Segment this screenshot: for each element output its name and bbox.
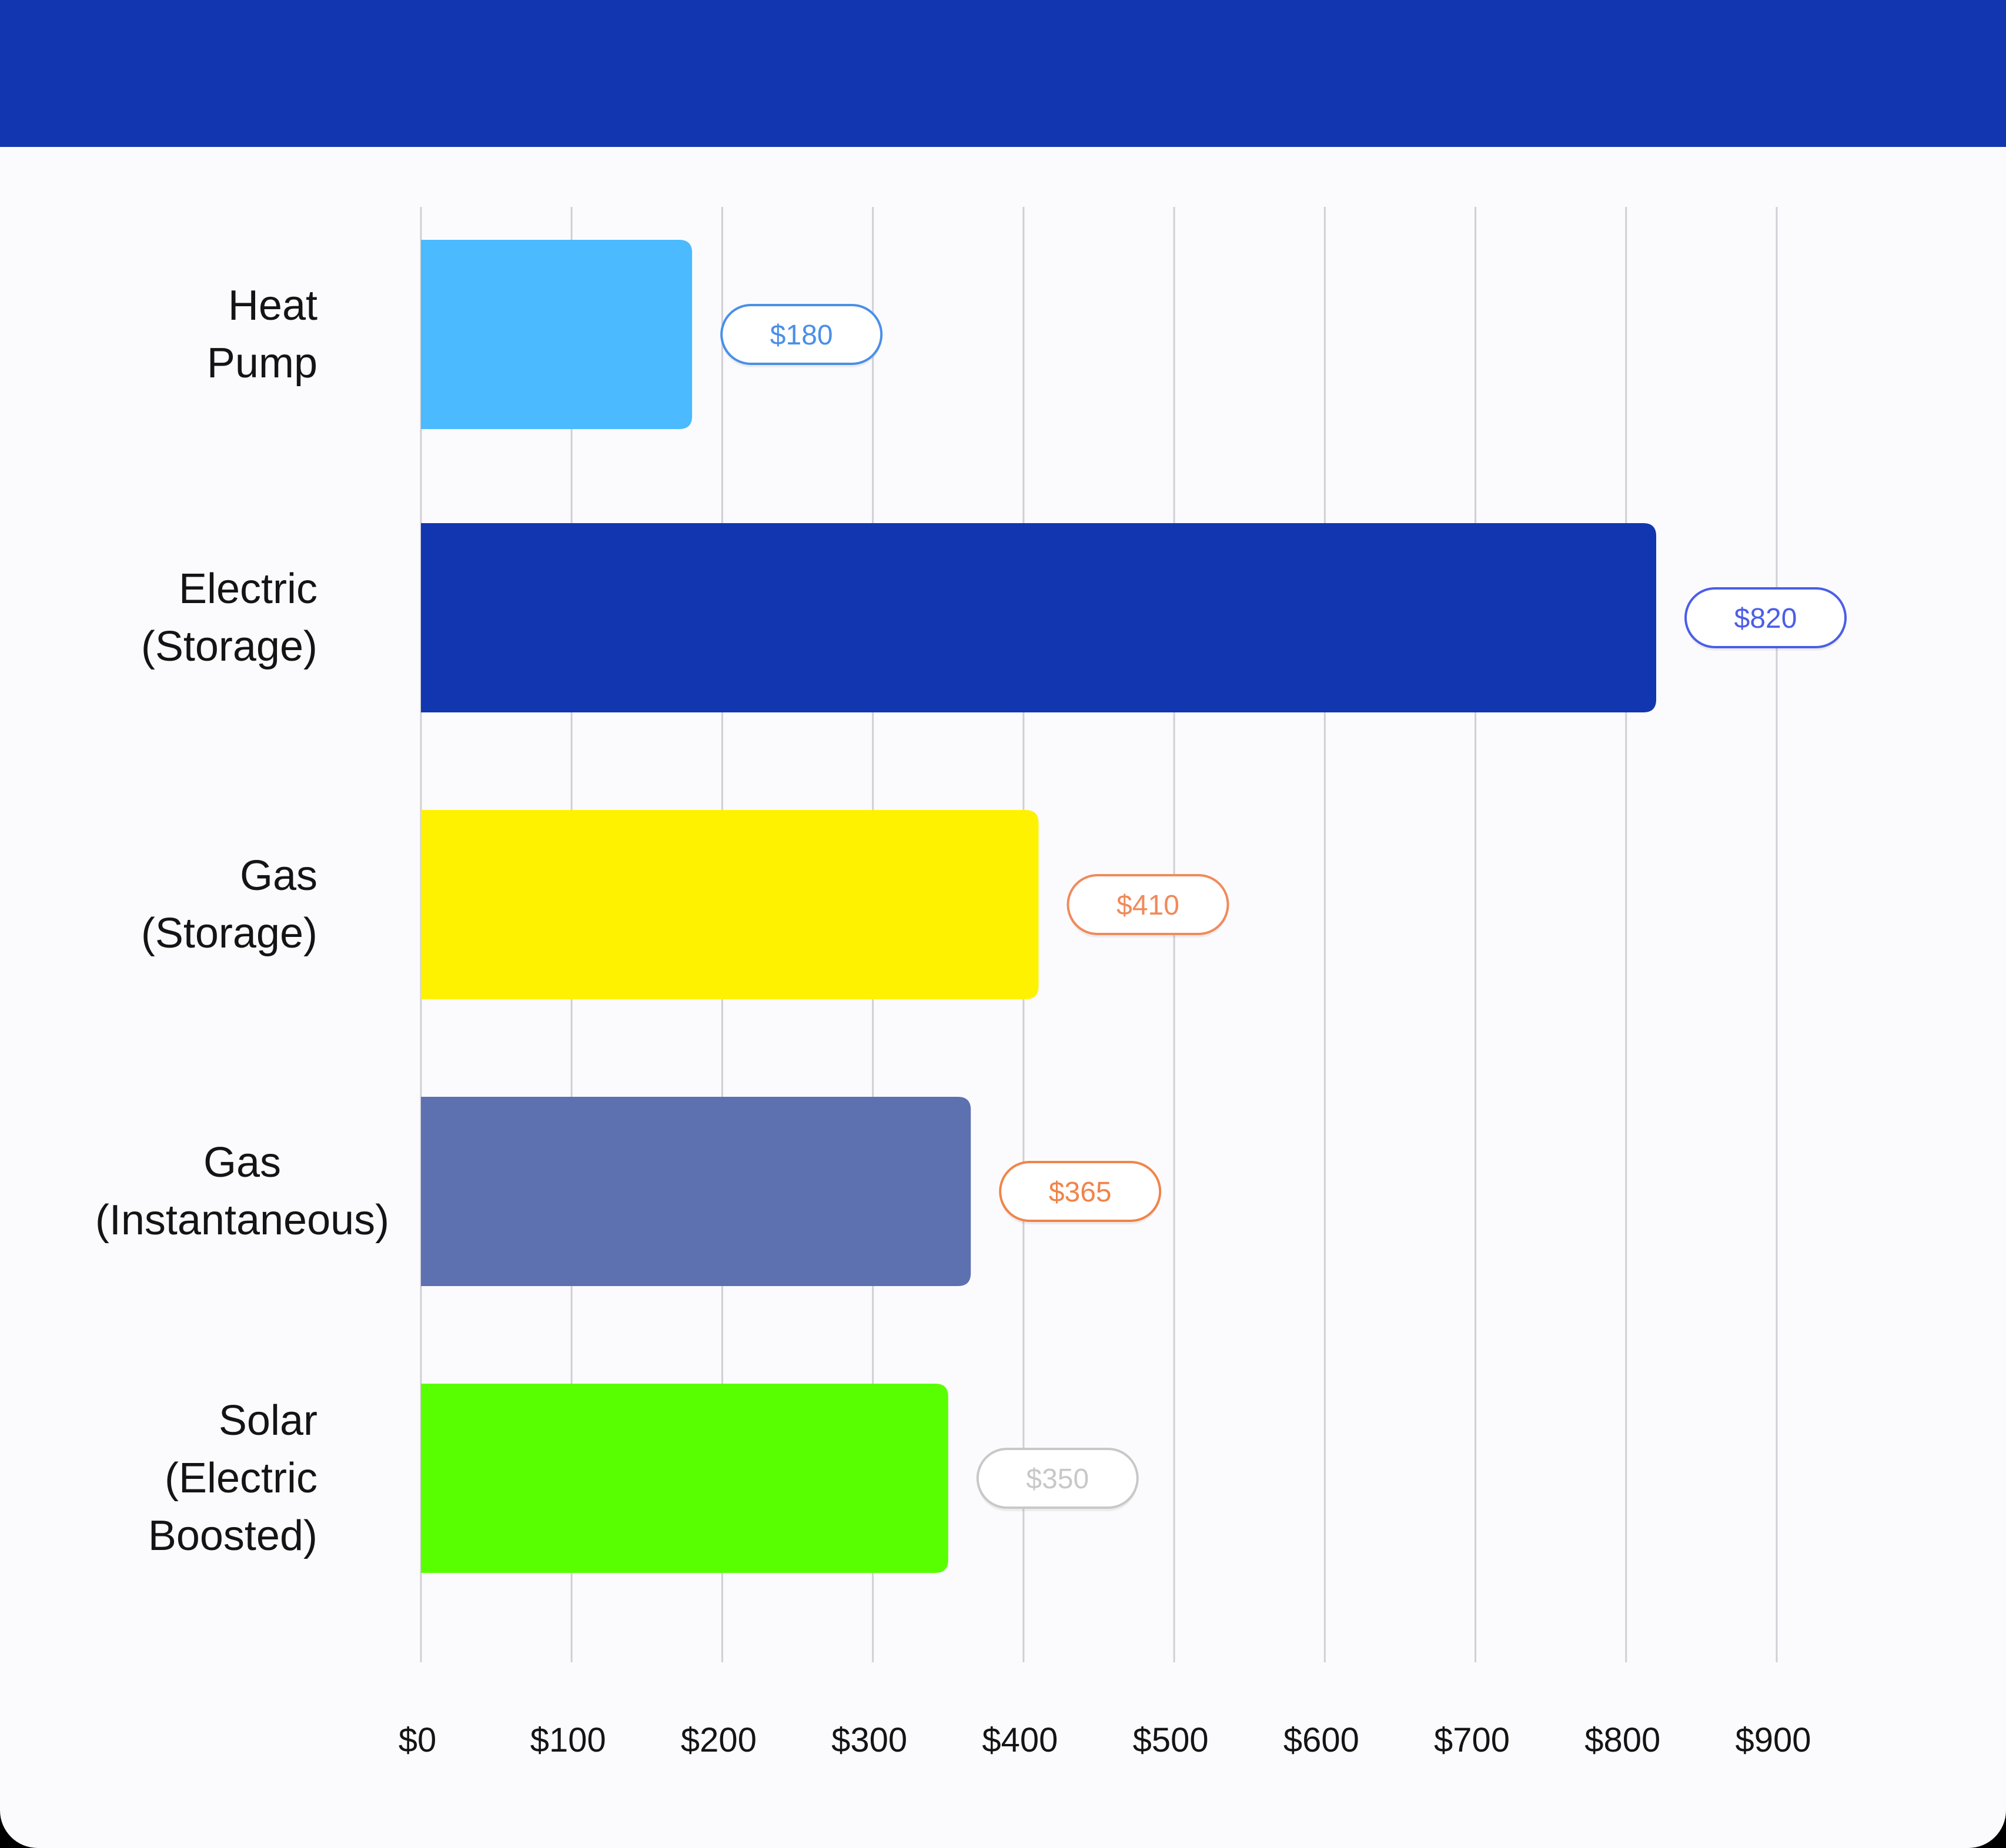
category-label: Boosted) xyxy=(148,1512,317,1559)
value-label: $410 xyxy=(1116,890,1179,921)
value-label: $820 xyxy=(1734,603,1797,634)
x-tick-label: $200 xyxy=(681,1721,757,1759)
value-label: $365 xyxy=(1049,1177,1112,1208)
value-label: $350 xyxy=(1026,1464,1089,1495)
bar xyxy=(421,240,693,429)
value-pill xyxy=(1684,587,1847,648)
x-tick-label: $900 xyxy=(1735,1721,1811,1759)
value-pill xyxy=(976,1448,1139,1509)
x-tick-label: $800 xyxy=(1584,1721,1660,1759)
category-label: Gas xyxy=(240,852,317,899)
category-label: (Storage) xyxy=(141,910,317,957)
x-tick-label: $400 xyxy=(982,1721,1058,1759)
x-tick-label: $0 xyxy=(399,1721,437,1759)
x-tick-label: $300 xyxy=(831,1721,907,1759)
bar xyxy=(421,523,1657,712)
category-label: Electric xyxy=(179,565,317,612)
category-label: Solar xyxy=(219,1397,317,1444)
x-tick-label: $100 xyxy=(530,1721,606,1759)
bar xyxy=(421,1097,971,1286)
category-label: Gas xyxy=(203,1139,281,1186)
value-pill xyxy=(999,1161,1162,1222)
x-tick-label: $600 xyxy=(1283,1721,1359,1759)
bar-layer xyxy=(421,240,1657,1573)
label-layer: $0 $100 $200 $300 $400 $500 $600 $700 $800 $900 He… xyxy=(95,282,1847,1759)
x-tick-label: $500 xyxy=(1133,1721,1209,1759)
category-label: Heat xyxy=(228,282,317,329)
category-label: (Instantaneous) xyxy=(95,1197,389,1244)
category-label: (Storage) xyxy=(141,623,317,670)
category-label: Pump xyxy=(207,340,317,387)
header-band xyxy=(0,0,2006,147)
value-label: $180 xyxy=(770,320,833,351)
bar xyxy=(421,1384,948,1573)
value-pill xyxy=(1066,874,1229,935)
category-label: (Electric xyxy=(165,1455,317,1502)
x-tick-label: $700 xyxy=(1434,1721,1510,1759)
value-pill xyxy=(720,304,883,365)
bar xyxy=(421,810,1039,999)
